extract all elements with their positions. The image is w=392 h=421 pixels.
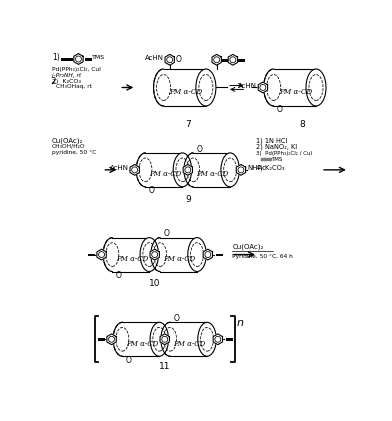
Ellipse shape: [150, 322, 169, 356]
Ellipse shape: [154, 69, 174, 106]
Polygon shape: [213, 334, 223, 345]
Ellipse shape: [151, 237, 169, 272]
Text: 2)  K₂CO₃: 2) K₂CO₃: [52, 79, 81, 84]
Ellipse shape: [103, 237, 122, 272]
Polygon shape: [236, 165, 246, 175]
Text: AcHN: AcHN: [238, 83, 257, 89]
Bar: [160, 237, 197, 272]
Bar: [274, 69, 316, 106]
Text: 3)  Pd(PPh₃)₂Cl₂ / CuI: 3) Pd(PPh₃)₂Cl₂ / CuI: [256, 152, 312, 156]
Bar: [113, 237, 141, 272]
Bar: [122, 322, 151, 357]
Text: Cu(OAc)₂: Cu(OAc)₂: [232, 243, 264, 250]
Text: O: O: [173, 314, 179, 323]
Text: 2: 2: [50, 77, 56, 86]
Text: PM α-CD: PM α-CD: [173, 339, 206, 347]
Text: 10: 10: [149, 279, 160, 288]
Text: PM α-CD: PM α-CD: [196, 170, 229, 178]
Ellipse shape: [161, 322, 179, 356]
Ellipse shape: [140, 237, 158, 272]
Text: Pyridine, 50 °C, 64 h: Pyridine, 50 °C, 64 h: [232, 254, 293, 259]
Text: 4) K₂CO₃: 4) K₂CO₃: [256, 165, 284, 171]
Bar: [113, 237, 149, 272]
Text: 2) NaNO₂, KI: 2) NaNO₂, KI: [256, 144, 297, 150]
Ellipse shape: [113, 322, 132, 356]
Text: PM α-CD: PM α-CD: [163, 255, 196, 263]
Text: PM α-CD: PM α-CD: [116, 255, 148, 263]
Text: pyridine, 50 °C: pyridine, 50 °C: [51, 150, 96, 155]
Bar: [274, 68, 306, 107]
Text: 7: 7: [186, 120, 191, 129]
Bar: [160, 237, 189, 272]
Bar: [145, 152, 174, 188]
Text: AcHN: AcHN: [109, 165, 129, 171]
Text: PM α-CD: PM α-CD: [279, 88, 312, 96]
Polygon shape: [130, 165, 139, 175]
Ellipse shape: [184, 153, 202, 187]
Polygon shape: [150, 249, 160, 260]
Text: O: O: [196, 144, 202, 154]
Ellipse shape: [136, 153, 155, 187]
Text: PM α-CD: PM α-CD: [169, 88, 202, 96]
Bar: [163, 68, 196, 107]
Text: PM α-CD: PM α-CD: [126, 339, 158, 347]
Polygon shape: [74, 53, 83, 64]
Text: NHAc: NHAc: [247, 165, 266, 171]
Text: TMS: TMS: [92, 55, 105, 60]
Text: 1): 1): [52, 53, 60, 62]
Text: 11: 11: [159, 362, 171, 371]
Text: 9: 9: [185, 195, 191, 204]
Ellipse shape: [221, 153, 240, 187]
Text: O: O: [163, 229, 169, 238]
Text: O: O: [277, 105, 283, 115]
Bar: [170, 322, 199, 357]
Polygon shape: [97, 249, 106, 260]
Text: 1) 1N HCl: 1) 1N HCl: [256, 138, 287, 144]
Text: 8: 8: [299, 120, 305, 129]
Bar: [122, 322, 159, 356]
Ellipse shape: [173, 153, 192, 187]
Text: O: O: [149, 186, 154, 195]
Polygon shape: [160, 334, 169, 345]
Text: Cu(OAc)₂: Cu(OAc)₂: [51, 138, 83, 144]
Text: AcHN: AcHN: [145, 55, 163, 61]
Polygon shape: [228, 54, 238, 65]
Polygon shape: [258, 82, 268, 93]
Text: CH₃OH/H₂O: CH₃OH/H₂O: [51, 144, 85, 149]
Text: O: O: [125, 356, 131, 365]
Polygon shape: [212, 54, 221, 65]
Ellipse shape: [306, 69, 326, 106]
Ellipse shape: [198, 322, 216, 356]
Bar: [145, 153, 182, 187]
Text: O: O: [116, 271, 122, 280]
Polygon shape: [107, 334, 116, 345]
Text: O: O: [176, 55, 182, 64]
Text: TMS: TMS: [271, 157, 282, 162]
Text: Pd(PPh₃)₂Cl₂, CuI: Pd(PPh₃)₂Cl₂, CuI: [52, 67, 101, 72]
Text: PM α-CD: PM α-CD: [149, 170, 181, 178]
Polygon shape: [165, 54, 174, 65]
Polygon shape: [183, 165, 192, 175]
Polygon shape: [203, 249, 212, 260]
Ellipse shape: [188, 237, 206, 272]
Text: CH₃OHaq, rt: CH₃OHaq, rt: [56, 84, 92, 89]
Text: n: n: [237, 318, 244, 328]
Bar: [193, 153, 230, 187]
Ellipse shape: [196, 69, 216, 106]
Bar: [163, 69, 206, 106]
Text: i-Pr₂NH, rt: i-Pr₂NH, rt: [52, 73, 82, 78]
Ellipse shape: [264, 69, 284, 106]
Bar: [170, 322, 207, 356]
Bar: [193, 152, 222, 188]
